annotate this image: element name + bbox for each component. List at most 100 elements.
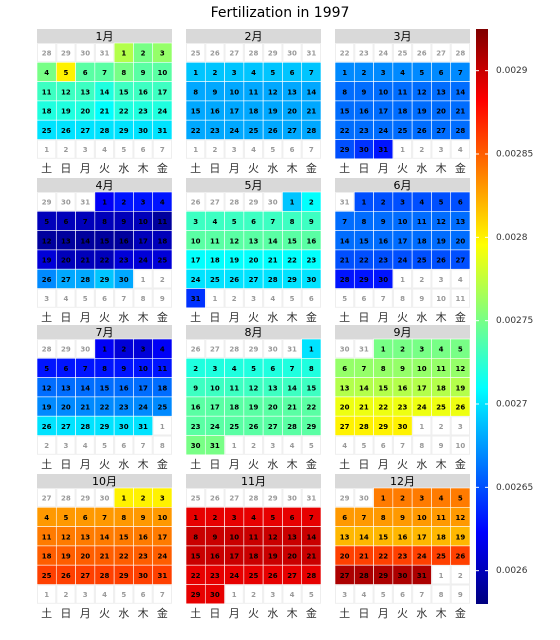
day-number: 11 [455,295,465,303]
day-number: 4 [102,146,107,154]
day-number: 8 [121,514,126,522]
day-number: 1 [419,423,424,431]
day-number: 6 [290,69,295,77]
day-number: 27 [436,127,446,135]
day-number: 8 [439,591,444,599]
empty-cell [450,416,471,436]
day-number: 17 [229,553,239,561]
weekday-label: 木 [138,607,149,620]
day-number: 4 [361,591,366,599]
day-number: 29 [100,423,110,431]
day-number: 2 [419,276,424,284]
day-number: 13 [61,384,71,392]
day-number: 31 [306,495,316,503]
day-number: 2 [141,50,146,58]
weekday-label: 金 [306,457,317,471]
day-number: 20 [80,553,90,561]
weekday-label: 木 [287,162,298,175]
weekday-label: 金 [157,161,168,175]
weekday-label: 金 [306,161,317,175]
day-number: 24 [191,276,201,284]
day-number: 21 [306,553,316,561]
month-title: 7月 [96,326,114,339]
day-number: 13 [61,237,71,245]
day-number: 8 [141,295,146,303]
day-number: 1 [381,346,386,354]
day-number: 23 [306,257,316,265]
day-number: 3 [232,146,237,154]
day-number: 14 [359,384,369,392]
day-number: 28 [249,50,259,58]
day-number: 31 [80,199,90,207]
empty-cell [301,43,322,63]
weekday-label: 土 [41,607,52,620]
day-number: 12 [249,384,259,392]
month-header [37,474,172,488]
day-number: 31 [340,199,350,207]
colorbar-tick-label: 0.0027 [496,400,528,410]
empty-cell [114,584,134,604]
empty-cell [186,488,206,508]
day-number: 24 [138,257,148,265]
day-number: 31 [100,50,110,58]
day-number: 29 [306,423,316,431]
chart-title: Fertilization in 1997 [211,5,350,21]
day-number: 25 [210,276,220,284]
day-number: 27 [61,423,71,431]
day-number: 7 [160,591,165,599]
day-number: 11 [436,365,446,373]
day-number: 8 [193,533,198,541]
day-number: 5 [270,69,275,77]
day-number: 27 [210,346,220,354]
empty-cell [224,288,244,308]
empty-cell [243,139,264,159]
day-number: 5 [270,514,275,522]
day-number: 5 [102,442,107,450]
day-number: 4 [232,365,237,373]
day-number: 29 [61,346,71,354]
day-number: 8 [102,218,107,226]
day-number: 8 [381,514,386,522]
day-number: 25 [417,257,427,265]
day-number: 11 [210,237,220,245]
weekday-label: 土 [190,607,201,620]
day-number: 5 [232,218,237,226]
day-number: 26 [455,404,465,412]
weekday-label: 月 [378,162,389,175]
month-title: 8月 [245,326,263,339]
day-number: 3 [439,146,444,154]
day-number: 21 [359,553,369,561]
day-number: 1 [381,495,386,503]
day-number: 5 [44,218,49,226]
day-number: 7 [361,365,366,373]
day-number: 6 [439,69,444,77]
day-number: 17 [417,533,427,541]
day-number: 4 [270,295,275,303]
day-number: 18 [249,553,259,561]
day-number: 26 [61,127,71,135]
day-number: 23 [191,423,201,431]
weekday-label: 土 [190,458,201,471]
day-number: 24 [210,423,220,431]
day-number: 9 [419,295,424,303]
day-number: 18 [417,237,427,245]
day-number: 24 [378,50,388,58]
empty-cell [186,139,206,159]
empty-cell [243,435,264,455]
day-number: 9 [400,365,405,373]
day-number: 4 [160,346,165,354]
empty-cell [133,584,153,604]
day-number: 4 [419,199,424,207]
day-number: 14 [306,533,316,541]
day-number: 1 [121,495,126,503]
weekday-label: 火 [397,458,408,471]
empty-cell [186,43,206,63]
day-number: 23 [359,50,369,58]
day-number: 30 [80,346,90,354]
day-number: 29 [268,495,278,503]
month-header [37,325,172,339]
day-number: 9 [458,591,463,599]
empty-cell [412,584,432,604]
day-number: 10 [398,218,408,226]
empty-cell [56,584,76,604]
